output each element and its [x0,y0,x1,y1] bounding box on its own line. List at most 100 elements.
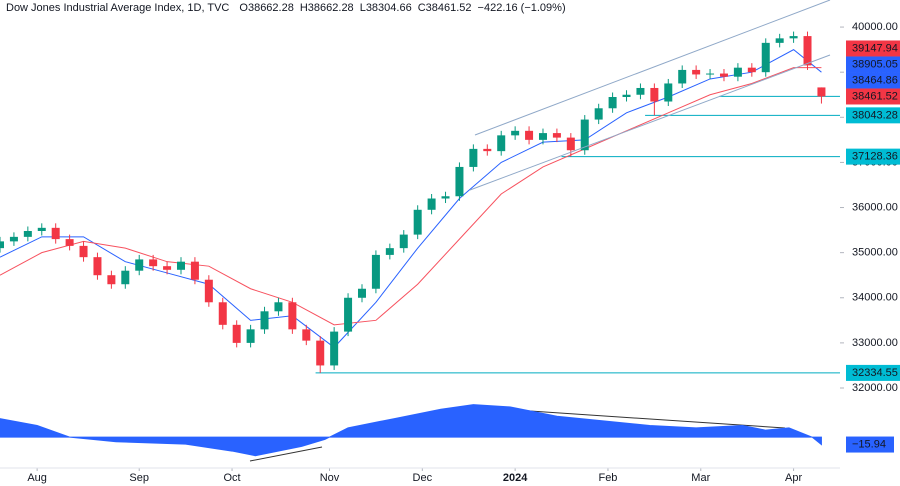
x-tick-label: 2024 [503,472,528,484]
candle-body [775,38,784,43]
candle-body [385,248,394,255]
candle-body [357,288,366,298]
price-label: 38043.28 [852,109,898,121]
x-tick-label: Feb [598,472,617,484]
legend-value: 38304.66 [366,2,412,14]
y-tick-label: 33000.00 [852,337,898,349]
price-label: 38905.05 [852,58,898,70]
legend-prefix: O [239,2,248,14]
candle-body [692,69,701,75]
x-tick-label: Apr [785,472,802,484]
price-box [846,88,900,105]
candle-body [260,311,269,330]
price-box [846,56,900,73]
price-box [846,72,900,89]
candle-body [218,302,227,325]
x-tick-label: Sep [129,472,149,484]
candle-body [330,331,339,366]
value-label: −15.94 [852,438,886,450]
legend-prefix: L [360,2,366,14]
price-label: 39147.94 [852,42,898,54]
candle-body [246,329,255,343]
candle-body [817,87,826,97]
divergence-line [484,407,786,429]
chart-title: Dow Jones Industrial Average Index, 1D, … [6,2,229,14]
candle-body [706,73,715,75]
candle-body [761,42,770,73]
candle-body [789,36,798,39]
candle-body [316,340,325,366]
legend-value: −422.16 (−1.09%) [478,2,566,14]
candle-body [23,230,32,237]
y-tick-label: 35000.00 [852,247,898,259]
divergence-line [249,446,323,462]
candle-body [371,254,380,289]
candle-body [455,166,464,197]
candle-body [719,73,728,77]
price-label: 32334.55 [852,367,898,379]
candle-body [121,270,130,285]
candle-body [176,261,185,270]
candle-body [566,137,575,151]
value-box [846,436,894,453]
y-tick-label: 40000.00 [852,21,898,33]
candle-body [552,133,561,138]
legend-value: 38461.52 [426,2,472,14]
candle-body [93,257,102,276]
candle-body [580,119,589,151]
x-tick-label: Oct [223,472,240,484]
x-tick-label: Nov [320,472,340,484]
candle-body [483,148,492,152]
candle-body [538,133,547,140]
candle-body [232,324,241,343]
candle-body [622,94,631,97]
candle-body [65,239,74,246]
candle-body [636,87,645,95]
legend-prefix: C [418,2,426,14]
x-tick-label: Dec [413,472,433,484]
moving-average [0,67,822,326]
candle-body [664,83,673,102]
y-tick-label: 32000.00 [852,382,898,394]
price-box [846,107,900,124]
candle-body [441,196,450,199]
legend-value: 38662.28 [308,2,354,14]
candle-body [733,67,742,77]
price-label: 38464.86 [852,74,898,86]
candle-body [288,302,297,330]
candle-body [594,108,603,120]
candle-body [0,241,4,249]
candle-body [344,297,353,332]
candle-body [135,259,144,271]
channel-upper [474,0,831,136]
price-label: 38461.52 [852,90,898,102]
candle-body [274,302,283,312]
candle-body [79,245,88,258]
candle-body [747,67,756,73]
plot-area [0,31,840,374]
candle-body [204,279,213,303]
legend-value: 38662.28 [248,2,294,14]
oscillator-area [0,404,822,457]
candle-body [51,227,60,240]
candle-body [650,87,659,102]
candle-body [302,329,311,341]
candle-body [9,236,18,242]
candle-body [803,36,812,66]
x-tick-label: Mar [691,472,710,484]
candle-body [608,96,617,109]
candle-body [190,261,199,280]
candle-body [469,148,478,167]
candle-body [497,135,506,152]
candle-body [37,227,46,231]
y-tick-label: 36000.00 [852,201,898,213]
candle-body [163,266,172,270]
candle-body [149,259,158,267]
candle-body [525,130,534,140]
candle-body [107,275,116,285]
candle-body [427,198,436,210]
candle-body [413,209,422,235]
price-box [846,40,900,57]
